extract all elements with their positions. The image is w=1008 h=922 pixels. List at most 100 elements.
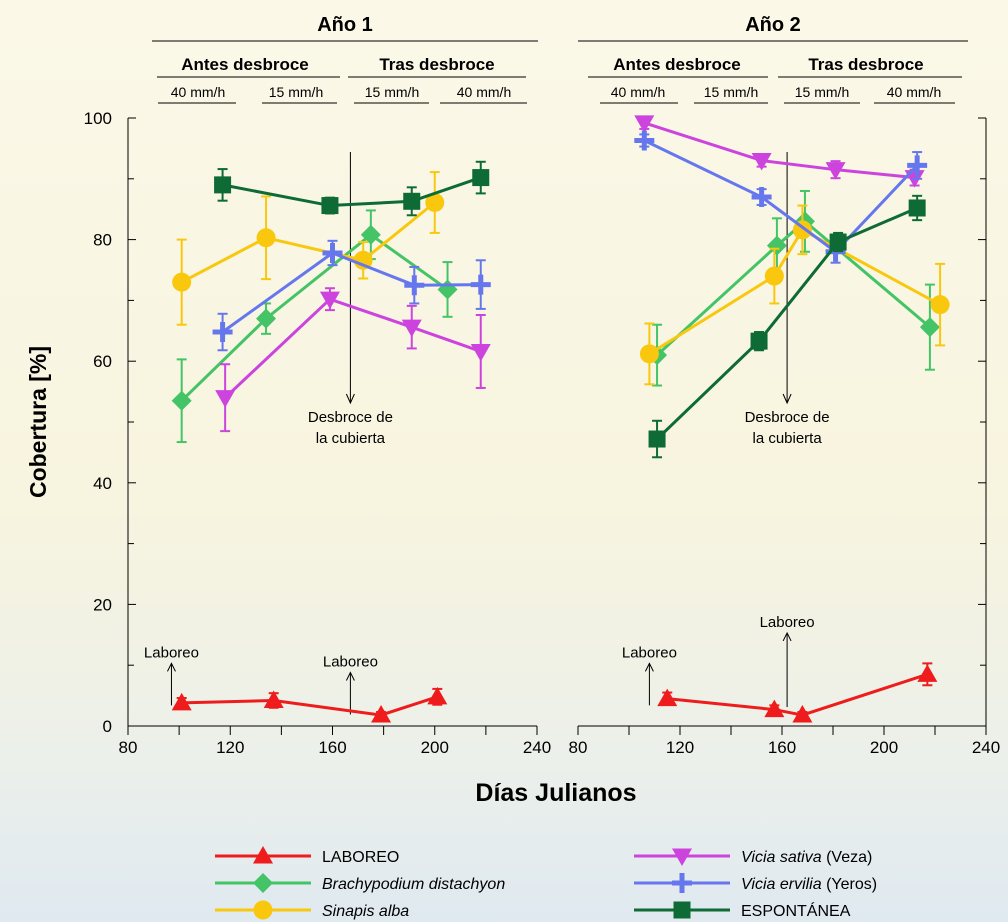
x-tick-label: 80: [119, 738, 138, 757]
marker: [360, 224, 381, 245]
annotation-text: Laboreo: [323, 653, 378, 670]
x-tick-label: 200: [421, 738, 449, 757]
y-tick-label: 20: [93, 595, 112, 614]
marker: [427, 686, 448, 705]
marker: [470, 274, 491, 295]
y-axis-title: Cobertura [%]: [25, 346, 51, 498]
marker: [764, 266, 784, 286]
series-line: [656, 206, 918, 441]
panel-1: Año 1 Antes desbroce Tras desbroce 40 mm/h 1…: [84, 14, 552, 757]
marker: [829, 233, 847, 251]
series-line: [222, 176, 482, 208]
marker: [404, 275, 425, 296]
series-line: [656, 219, 931, 357]
x-tick-label: 120: [216, 738, 244, 757]
series-line: [648, 227, 941, 356]
laboreo-arrowhead: [167, 662, 176, 672]
marker: [648, 430, 666, 448]
marker: [319, 291, 340, 310]
marker: [253, 873, 273, 893]
legend-label: LABOREO: [322, 849, 399, 866]
annotation-text: la cubierta: [752, 430, 822, 447]
marker: [171, 390, 192, 411]
marker: [322, 242, 343, 263]
legend-label: Vicia sativa (Veza): [741, 849, 872, 866]
legend-label-italic: Sinapis alba: [322, 903, 409, 920]
marker: [353, 250, 373, 270]
x-tick-label: 160: [768, 738, 796, 757]
intensity-label: 40 mm/h: [457, 84, 511, 100]
marker: [171, 692, 192, 711]
x-tick-label: 240: [523, 738, 551, 757]
marker: [908, 199, 926, 217]
legend-item: LABOREO: [215, 846, 399, 866]
marker: [253, 846, 273, 864]
legend-item: Sinapis alba: [215, 900, 409, 920]
intensity-label: 40 mm/h: [171, 84, 225, 100]
marker: [673, 901, 691, 919]
marker: [403, 192, 421, 210]
legend-item: ESPONTÁNEA: [634, 901, 851, 920]
marker: [672, 848, 692, 866]
marker: [634, 130, 655, 151]
series-line: [648, 194, 926, 459]
intensity-label: 15 mm/h: [795, 84, 849, 100]
y-tick-label: 80: [93, 231, 112, 250]
intensity-label: 40 mm/h: [611, 84, 665, 100]
intensity-label: 15 mm/h: [269, 84, 323, 100]
marker: [214, 176, 232, 194]
annotation-text: Desbroce de: [745, 409, 830, 426]
legend-label: Sinapis alba: [322, 903, 409, 920]
cut-arrowhead: [345, 393, 355, 405]
legend-label: Brachypodium distachyon: [322, 876, 505, 893]
series-line: [171, 209, 458, 444]
series-line: [180, 232, 449, 402]
x-tick-label: 160: [318, 738, 346, 757]
legend-label: ESPONTÁNEA: [741, 901, 851, 920]
marker: [470, 343, 491, 362]
marker: [751, 187, 772, 208]
marker: [657, 688, 678, 707]
y-tick-label: 100: [84, 109, 112, 128]
marker: [764, 699, 785, 718]
annotation-text: la cubierta: [316, 430, 386, 447]
annotation-text: Laboreo: [144, 644, 199, 661]
marker: [766, 235, 787, 256]
cut-arrowhead: [782, 393, 792, 405]
annotation-text: Laboreo: [622, 644, 677, 661]
legend-item: Vicia ervilia (Yeros): [634, 873, 877, 893]
marker: [907, 155, 928, 176]
legend-label-italic: Vicia sativa: [741, 849, 822, 866]
marker: [472, 169, 490, 187]
x-tick-label: 240: [972, 738, 1000, 757]
series-line: [667, 672, 928, 717]
laboreo-arrowhead: [644, 662, 654, 672]
marker: [371, 705, 392, 723]
legend-label: Vicia ervilia (Yeros): [741, 876, 877, 893]
series-line: [643, 121, 915, 180]
phase-label: Tras desbroce: [379, 55, 494, 74]
legend-item: Vicia sativa (Veza): [634, 848, 872, 866]
series-line: [634, 115, 925, 188]
legend: LABOREO Brachypodium distachyon Sinapis al…: [215, 846, 877, 920]
marker: [672, 873, 692, 893]
series-line: [181, 695, 438, 717]
marker: [751, 153, 772, 171]
phase-label: Tras desbroce: [808, 55, 923, 74]
panel-title: Año 2: [745, 14, 801, 36]
marker: [256, 308, 277, 329]
annotation-text: Laboreo: [760, 614, 815, 631]
marker: [321, 197, 339, 215]
series-line: [643, 139, 919, 254]
y-tick-label: 40: [93, 474, 112, 493]
x-tick-label: 120: [666, 738, 694, 757]
laboreo-arrowhead: [345, 671, 355, 681]
marker: [401, 319, 422, 338]
series-line: [212, 239, 491, 352]
laboreo-arrowhead: [782, 631, 792, 642]
marker: [825, 162, 846, 180]
series-line: [221, 251, 481, 334]
y-tick-label: 0: [103, 717, 112, 736]
annotation-text: Desbroce de: [308, 409, 393, 426]
series-line: [180, 201, 436, 284]
